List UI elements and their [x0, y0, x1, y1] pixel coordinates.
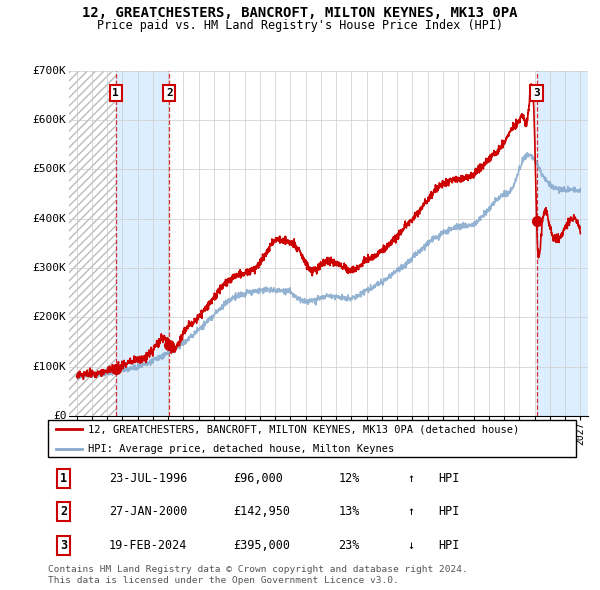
Text: 1: 1 [60, 472, 67, 486]
Text: 19-FEB-2024: 19-FEB-2024 [109, 539, 187, 552]
Text: ↑: ↑ [407, 505, 414, 519]
Bar [169, 71, 536, 416]
Text: 13%: 13% [338, 505, 360, 519]
Text: HPI: Average price, detached house, Milton Keynes: HPI: Average price, detached house, Milt… [88, 444, 394, 454]
Text: 2: 2 [166, 88, 173, 98]
Text: Contains HM Land Registry data © Crown copyright and database right 2024.
This d: Contains HM Land Registry data © Crown c… [48, 565, 468, 585]
Text: 3: 3 [533, 88, 540, 98]
Text: £200K: £200K [32, 312, 67, 322]
Text: Price paid vs. HM Land Registry's House Price Index (HPI): Price paid vs. HM Land Registry's House … [97, 19, 503, 32]
Bar [116, 71, 169, 416]
Bar [69, 71, 116, 416]
Text: 12, GREATCHESTERS, BANCROFT, MILTON KEYNES, MK13 0PA: 12, GREATCHESTERS, BANCROFT, MILTON KEYN… [82, 6, 518, 20]
Text: £300K: £300K [32, 263, 67, 273]
Text: 23%: 23% [338, 539, 360, 552]
Text: £100K: £100K [32, 362, 67, 372]
Text: £142,950: £142,950 [233, 505, 290, 519]
Text: HPI: HPI [439, 505, 460, 519]
Bar [536, 71, 588, 416]
Text: 3: 3 [60, 539, 67, 552]
Text: 1: 1 [112, 88, 119, 98]
Text: £500K: £500K [32, 165, 67, 175]
Text: ↑: ↑ [407, 472, 414, 486]
Text: £395,000: £395,000 [233, 539, 290, 552]
Text: £700K: £700K [32, 66, 67, 76]
Text: HPI: HPI [439, 539, 460, 552]
Text: £0: £0 [53, 411, 67, 421]
Text: HPI: HPI [439, 472, 460, 486]
Text: 23-JUL-1996: 23-JUL-1996 [109, 472, 187, 486]
Text: £400K: £400K [32, 214, 67, 224]
Text: 12%: 12% [338, 472, 360, 486]
Text: 2: 2 [60, 505, 67, 519]
Text: 12, GREATCHESTERS, BANCROFT, MILTON KEYNES, MK13 0PA (detached house): 12, GREATCHESTERS, BANCROFT, MILTON KEYN… [88, 424, 519, 434]
Text: £600K: £600K [32, 115, 67, 125]
Text: ↓: ↓ [407, 539, 414, 552]
Text: £96,000: £96,000 [233, 472, 283, 486]
Text: 27-JAN-2000: 27-JAN-2000 [109, 505, 187, 519]
